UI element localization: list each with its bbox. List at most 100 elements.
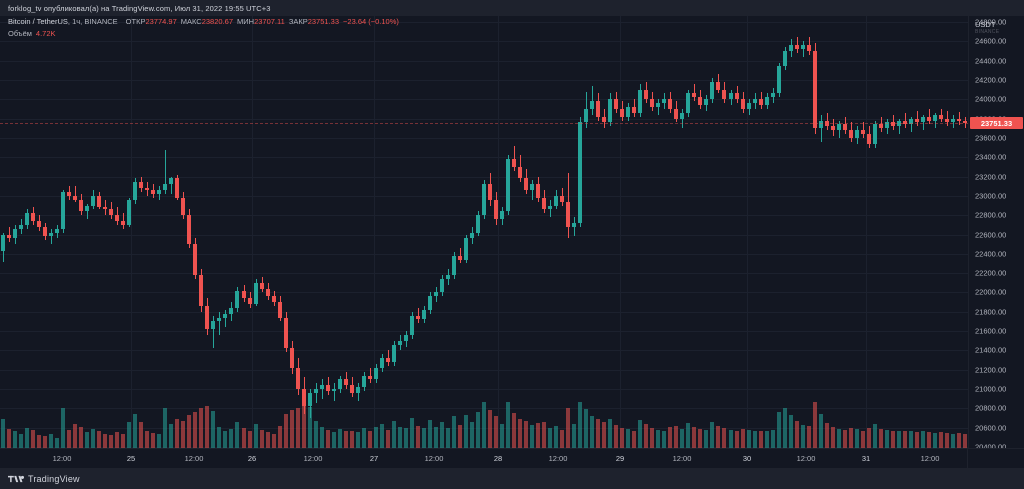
legend-high-key: МАКС [180, 17, 202, 26]
candle-body [79, 199, 83, 212]
candle-body [644, 89, 648, 100]
candle-body [422, 309, 426, 320]
volume-bar [759, 431, 763, 448]
volume-bar [632, 430, 636, 448]
candle-wick [171, 176, 172, 194]
volume-bar [43, 436, 47, 448]
candle-body [909, 118, 913, 125]
candle-wick [821, 114, 822, 142]
volume-bar [638, 420, 642, 448]
candle-body [290, 348, 294, 368]
candle-body [127, 199, 131, 225]
volume-bar [254, 424, 258, 448]
time-axis[interactable]: 12:00 25 12:00 26 12:00 27 12:00 28 12:00 29 12:00… [0, 448, 1024, 469]
gridline-vertical [747, 16, 748, 448]
volume-bar [272, 434, 276, 448]
legend-symbol[interactable]: Bitcoin / TetherUS [8, 17, 68, 26]
candle-wick [105, 199, 106, 216]
gridline-vertical [498, 16, 499, 448]
volume-bar [416, 425, 420, 448]
volume-bar [957, 433, 961, 448]
legend-ohlc-row[interactable]: Bitcoin / TetherUS , 1ч , BINANCE ОТКР 2… [8, 17, 399, 26]
volume-bar [308, 406, 312, 448]
candle-body [524, 178, 528, 191]
volume-bar [795, 421, 799, 448]
volume-bar [873, 424, 877, 448]
candle-body [205, 305, 209, 330]
volume-bar [831, 426, 835, 448]
chart-plot-area[interactable] [0, 16, 968, 448]
candle-body [632, 107, 636, 113]
candle-body [566, 201, 570, 227]
legend-volume-row[interactable]: Объём 4.72K [8, 28, 399, 39]
price-axis-tick: 23400.00 [975, 152, 1007, 162]
volume-bar [278, 425, 282, 448]
volume-bar [356, 432, 360, 448]
volume-bar [608, 419, 612, 448]
price-axis[interactable]: USDT BINANCE 24800.00 24600.00 24400.00 242… [968, 16, 1024, 452]
volume-bar [13, 431, 17, 448]
candle-body [91, 195, 95, 206]
candle-body [223, 313, 227, 318]
candle-wick [316, 383, 317, 403]
candle-body [302, 389, 306, 407]
price-axis-tick: 22000.00 [975, 287, 1007, 297]
volume-bar [753, 430, 757, 448]
candle-body [885, 122, 889, 129]
volume-bar [680, 428, 684, 448]
candle-wick [658, 99, 659, 115]
candle-body [380, 358, 384, 368]
volume-bar [169, 424, 173, 448]
candle-body [266, 288, 270, 297]
candle-body [434, 292, 438, 297]
price-axis-tick: 23600.00 [975, 133, 1007, 143]
candle-body [584, 108, 588, 123]
candle-body [626, 107, 630, 117]
candle-body [97, 195, 101, 208]
legend-interval[interactable]: 1ч [72, 17, 81, 26]
candle-body [753, 99, 757, 104]
price-axis-tick: 20600.00 [975, 423, 1007, 433]
candle-body [578, 122, 582, 223]
volume-bar [656, 429, 660, 448]
candle-body [320, 385, 324, 390]
candle-body [31, 213, 35, 221]
volume-bar [175, 419, 179, 448]
candle-body [518, 166, 522, 179]
volume-bar [765, 430, 769, 448]
price-axis-tick: 22600.00 [975, 230, 1007, 239]
candle-body [211, 321, 215, 330]
gridline-horizontal [0, 389, 968, 391]
volume-bar [939, 432, 943, 448]
candle-body [759, 99, 763, 106]
volume-bar [879, 428, 883, 448]
volume-bar [704, 429, 708, 448]
candle-body [783, 50, 787, 67]
candle-body [242, 290, 246, 299]
candle-body [686, 93, 690, 113]
candle-wick [592, 85, 593, 115]
volume-histogram [0, 16, 968, 448]
volume-bar [362, 427, 366, 448]
candle-body [13, 228, 17, 239]
volume-bar [590, 415, 594, 448]
candle-body [235, 290, 239, 308]
volume-bar [747, 429, 751, 448]
candle-body [440, 278, 444, 293]
gridline-vertical [131, 16, 132, 448]
volume-bar [452, 415, 456, 448]
candle-body [139, 182, 143, 189]
volume-bar [548, 427, 552, 448]
price-axis-tick: 21600.00 [975, 326, 1007, 336]
tradingview-logo[interactable]: TradingView [8, 474, 80, 484]
candle-wick [370, 367, 371, 384]
volume-bar [927, 432, 931, 448]
candle-body [470, 232, 474, 239]
candle-body [951, 118, 955, 123]
volume-bar [55, 437, 59, 448]
candle-body [392, 344, 396, 362]
volume-bar [187, 414, 191, 448]
gridline-horizontal [0, 99, 968, 101]
candle-body [73, 195, 77, 200]
volume-bar [163, 407, 167, 448]
